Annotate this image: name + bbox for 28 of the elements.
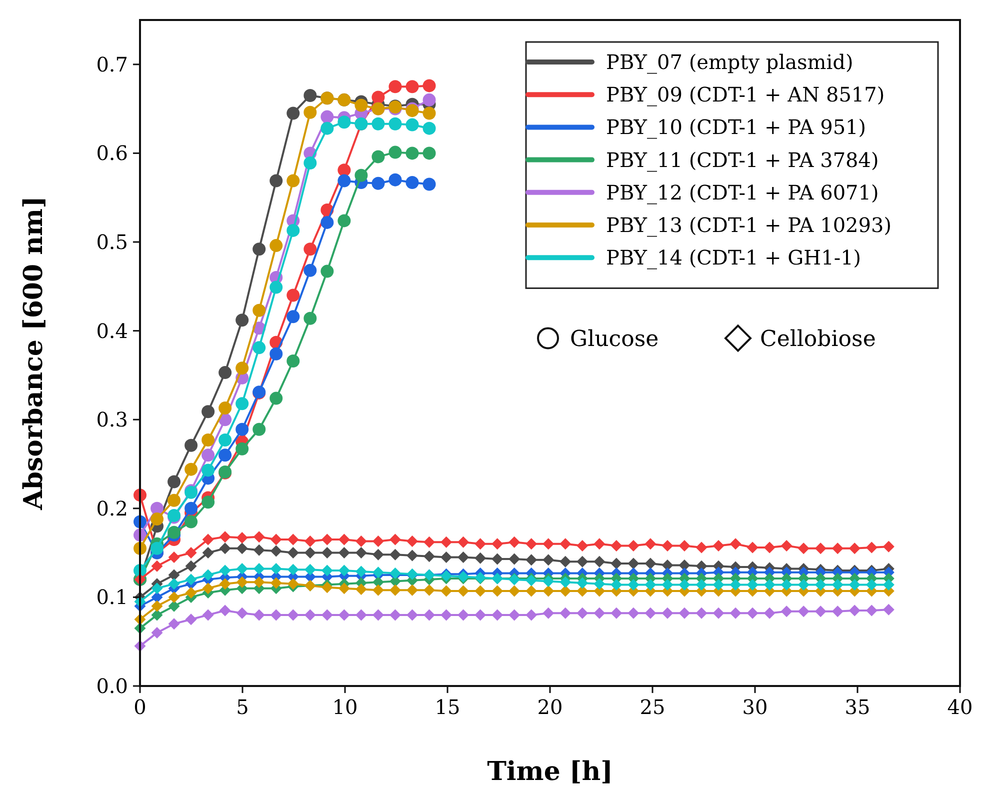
legend-label: PBY_07 (empty plasmid) [606, 50, 854, 74]
x-tick-label: 20 [537, 695, 563, 719]
x-tick-label: 15 [434, 695, 460, 719]
y-tick-label: 0.7 [96, 52, 128, 76]
legend-label: PBY_14 (CDT-1 + GH1-1) [606, 246, 862, 270]
legend-label: PBY_11 (CDT-1 + PA 3784) [606, 148, 879, 172]
y-tick-label: 0.4 [96, 318, 128, 343]
x-tick-label: 10 [332, 695, 358, 719]
x-tick-label: 25 [640, 695, 666, 719]
annotation: Cellobiose [760, 326, 876, 352]
y-tick-label: 0.1 [96, 585, 128, 610]
legend-label: PBY_10 (CDT-1 + PA 951) [606, 115, 866, 140]
y-tick-label: 0.2 [96, 496, 128, 520]
legend-label: PBY_12 (CDT-1 + PA 6071) [606, 180, 879, 204]
y-tick-label: 0.6 [96, 141, 128, 166]
x-tick-label: 5 [236, 695, 249, 719]
y-tick-label: 0.3 [96, 408, 128, 432]
y-tick-label: 0.5 [96, 230, 128, 254]
annotation: Glucose [570, 326, 659, 352]
legend-label: PBY_09 (CDT-1 + AN 8517) [606, 82, 885, 107]
x-tick-label: 35 [844, 695, 870, 719]
y-axis-title: Absorbance [600 nm] [19, 196, 49, 511]
legend-label: PBY_13 (CDT-1 + PA 10293) [606, 213, 892, 237]
x-tick-label: 0 [134, 695, 146, 719]
x-tick-label: 40 [947, 695, 973, 719]
x-tick-label: 30 [742, 695, 768, 719]
y-tick-label: 0.0 [96, 674, 128, 698]
x-axis-title: Time [h] [487, 757, 613, 787]
